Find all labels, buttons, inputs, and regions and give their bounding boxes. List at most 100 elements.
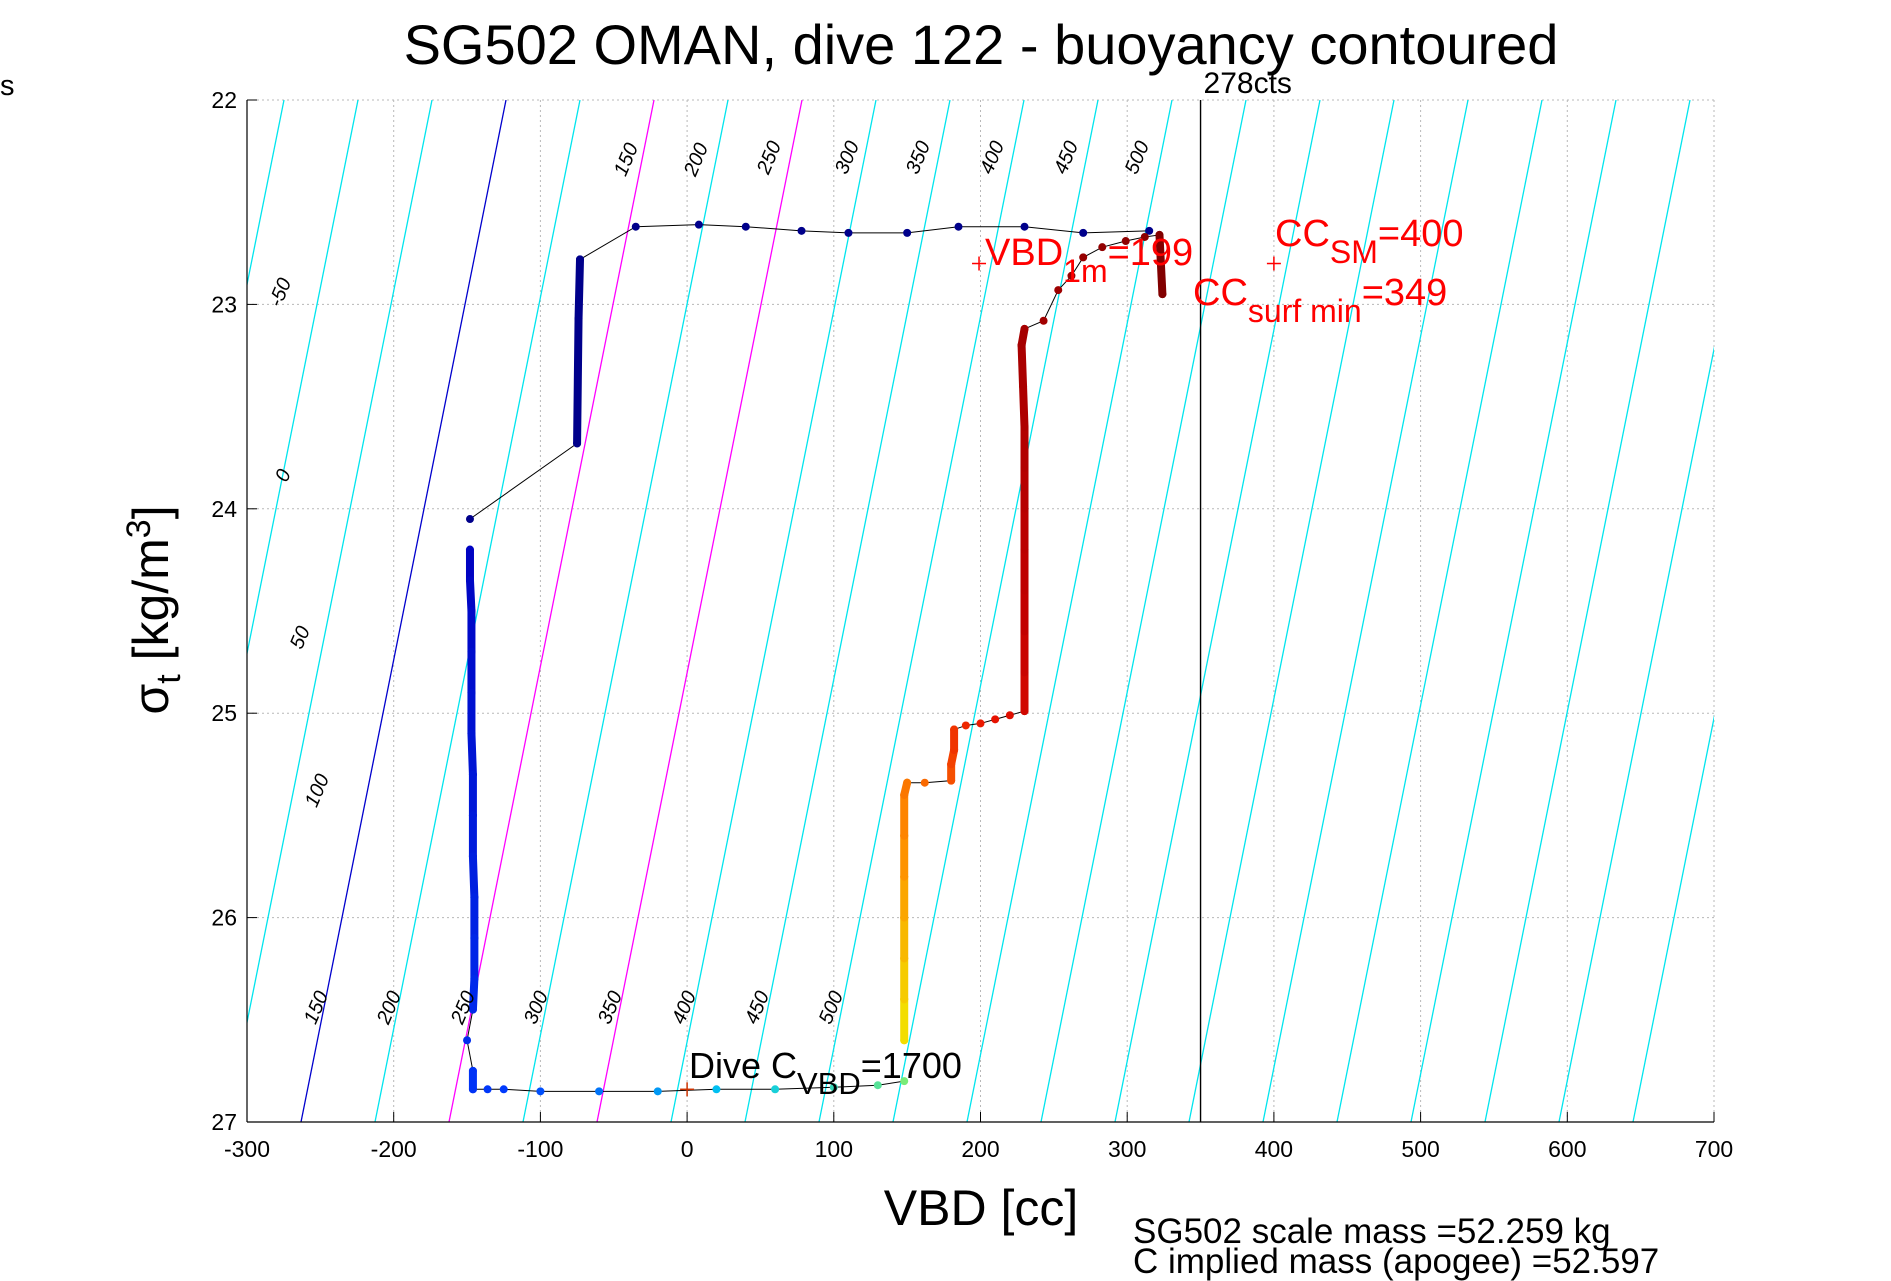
data-point <box>499 1085 508 1094</box>
buoyancy-contours <box>0 100 1714 1122</box>
dense-segment <box>573 314 583 448</box>
data-point <box>1020 222 1029 231</box>
x-tick-label: 0 <box>681 1136 694 1162</box>
contour-line <box>892 100 1099 1122</box>
contour-label: 200 <box>679 140 713 180</box>
axes: -300 -200 -100 0 100 200 300 400 500 600 700 22 23 24… <box>211 87 1733 1162</box>
contour-line <box>1188 100 1395 1122</box>
dense-segment <box>1155 230 1167 299</box>
contour-line <box>1114 100 1321 1122</box>
chart-labels: -50 0 50 100 150 200 250 300 350 400 450 500 150 200 2… <box>120 13 1558 1236</box>
data-point <box>1121 237 1130 246</box>
contour-label: 50 <box>286 623 315 652</box>
x-tick-label: 600 <box>1548 1136 1586 1162</box>
data-point <box>900 1077 909 1086</box>
dense-segment <box>465 576 476 615</box>
data-point <box>595 1087 604 1096</box>
grid-lines <box>246 99 1715 1123</box>
dive-c-label: Dive CVBD=1700 <box>689 1045 962 1101</box>
trajectory-line <box>903 234 1163 1041</box>
x-tick-label: 300 <box>1108 1136 1146 1162</box>
corner-label: s <box>0 70 15 102</box>
contour-line <box>247 100 433 1026</box>
contour-label: 150 <box>610 140 643 179</box>
contour-line <box>300 100 507 1122</box>
data-point <box>712 1085 721 1094</box>
contour-line <box>247 100 285 288</box>
contour-line <box>0 100 136 1122</box>
contour-line <box>374 100 581 1122</box>
scale-mass-text: SG502 scale mass =52.259 kg <box>1133 1212 1611 1251</box>
data-point <box>1140 232 1149 241</box>
data-point <box>631 222 640 231</box>
contour-label: 100 <box>301 771 334 810</box>
data-point <box>463 1036 472 1045</box>
y-tick-label: 22 <box>211 87 237 113</box>
x-tick-label: 700 <box>1695 1136 1733 1162</box>
contour-line <box>1484 100 1691 1122</box>
x-tick-label: 200 <box>961 1136 999 1162</box>
contour-label: 250 <box>752 138 786 178</box>
data-point <box>961 721 970 730</box>
data-point <box>797 226 806 235</box>
x-tick-label: -300 <box>224 1136 270 1162</box>
x-axis-label: VBD [cc] <box>884 1180 1078 1236</box>
y-tick-label: 26 <box>211 905 237 931</box>
dense-segment <box>468 852 479 902</box>
cc-surf-min-label: CCsurf min=349 <box>1193 272 1447 329</box>
dense-segment <box>1017 341 1028 391</box>
data-point <box>536 1087 545 1096</box>
contour-line <box>1336 100 1543 1122</box>
contour-line <box>818 100 1025 1122</box>
dense-segment <box>467 729 477 779</box>
x-tick-label: -200 <box>371 1136 417 1162</box>
contour-label: 300 <box>831 138 864 177</box>
y-tick-label: 24 <box>211 496 237 522</box>
dense-segment <box>1017 324 1029 350</box>
contour-label: -50 <box>265 275 297 310</box>
contour-line <box>1262 100 1469 1122</box>
chart-title: SG502 OMAN, dive 122 - buoyancy contoure… <box>404 13 1559 76</box>
x-tick-label: 400 <box>1255 1136 1293 1162</box>
contour-line <box>966 100 1173 1122</box>
vbd1m-label: VBD1m=199 <box>985 232 1193 289</box>
data-point <box>903 228 912 237</box>
data-point <box>1079 253 1088 262</box>
contour-line <box>596 100 803 1122</box>
contour-label: 350 <box>902 138 935 177</box>
x-tick-label: 500 <box>1401 1136 1439 1162</box>
y-tick-label: 27 <box>211 1109 237 1135</box>
contour-label: 500 <box>1121 138 1154 177</box>
data-point <box>1079 228 1088 237</box>
data-point <box>1098 243 1107 252</box>
y-axis-label: σt [kg/m3] <box>120 505 188 714</box>
data-point <box>771 1085 780 1094</box>
contour-line <box>448 100 655 1122</box>
data-point <box>976 719 985 728</box>
data-point <box>954 222 963 231</box>
contour-label: 450 <box>741 988 774 1027</box>
data-point <box>1067 271 1076 280</box>
data-point <box>465 515 474 524</box>
ccsm-label: CCSM=400 <box>1275 213 1463 270</box>
y-tick-label: 25 <box>211 700 237 726</box>
contour-line <box>1558 345 1714 1122</box>
dense-segment <box>574 255 585 323</box>
contour-line <box>1410 100 1617 1122</box>
vertical-marker-label: 278cts <box>1204 67 1292 100</box>
contour-line <box>5 100 210 1122</box>
contour-line <box>1632 714 1714 1122</box>
data-point <box>1039 316 1048 325</box>
contour-line <box>1040 100 1247 1122</box>
data-point <box>653 1087 662 1096</box>
dense-segment <box>468 974 479 1014</box>
contour-line <box>670 100 877 1122</box>
data-point <box>844 228 853 237</box>
dense-segment <box>900 778 912 799</box>
contour-line <box>247 100 359 657</box>
contour-line <box>522 100 729 1122</box>
dive-trajectory <box>463 220 1167 1096</box>
data-point <box>694 220 703 229</box>
data-point <box>1005 711 1014 720</box>
